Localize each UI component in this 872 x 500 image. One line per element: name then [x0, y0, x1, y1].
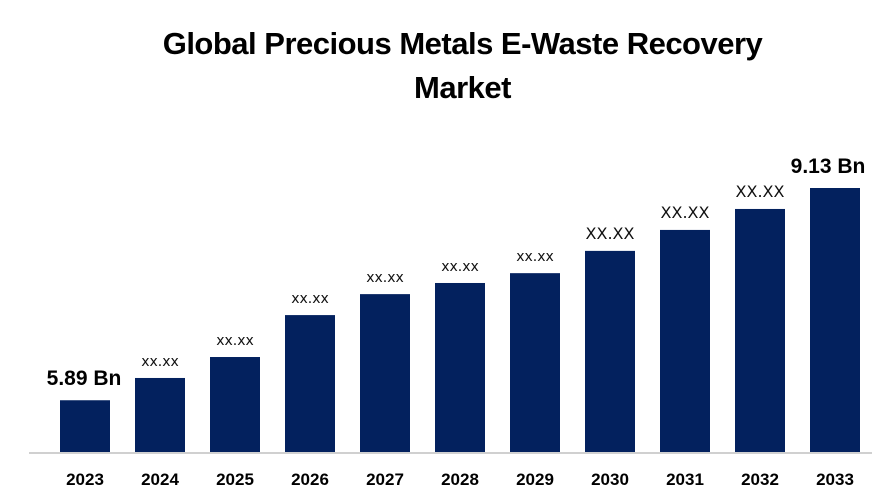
bar-2026	[285, 315, 335, 452]
x-tick-label-2028: 2028	[441, 470, 479, 489]
data-label-2029: xx.xx	[516, 249, 554, 265]
data-label-2028: xx.xx	[441, 259, 479, 275]
x-tick-label-2027: 2027	[366, 470, 404, 489]
bar-2024	[135, 377, 185, 452]
data-label-2026: xx.xx	[291, 291, 329, 307]
data-label-2031: XX.XX	[661, 203, 710, 222]
bar-2033	[810, 188, 860, 452]
bar-2032	[735, 208, 785, 452]
x-tick-label-2024: 2024	[141, 470, 179, 489]
bar-2028	[435, 282, 485, 452]
chart-title: Global Precious Metals E-Waste Recovery …	[0, 22, 872, 110]
chart-title-line-2: Market	[414, 70, 511, 105]
data-label-2033: 9.13 Bn	[791, 155, 866, 178]
bar-2030	[585, 250, 635, 452]
data-label-2030: XX.XX	[586, 224, 635, 243]
chart-title-line-1: Global Precious Metals E-Waste Recovery	[162, 26, 763, 61]
bar-2029	[510, 273, 560, 452]
data-label-2023: 5.89 Bn	[47, 367, 122, 390]
bar-2025	[210, 357, 260, 452]
data-label-2032: XX.XX	[736, 182, 785, 201]
data-label-2025: xx.xx	[216, 333, 254, 349]
data-label-2027: xx.xx	[366, 270, 404, 286]
bar-2031	[660, 229, 710, 452]
x-tick-label-2030: 2030	[591, 470, 629, 489]
data-label-2024: xx.xx	[141, 354, 179, 370]
bar-2023	[60, 400, 110, 452]
x-tick-label-2032: 2032	[741, 470, 779, 489]
bar-2027	[360, 294, 410, 452]
x-tick-label-2031: 2031	[666, 470, 704, 489]
x-tick-label-2025: 2025	[216, 470, 254, 489]
x-tick-label-2023: 2023	[66, 470, 104, 489]
x-tick-label-2026: 2026	[291, 470, 329, 489]
x-tick-label-2029: 2029	[516, 470, 554, 489]
x-tick-label-2033: 2033	[816, 470, 854, 489]
